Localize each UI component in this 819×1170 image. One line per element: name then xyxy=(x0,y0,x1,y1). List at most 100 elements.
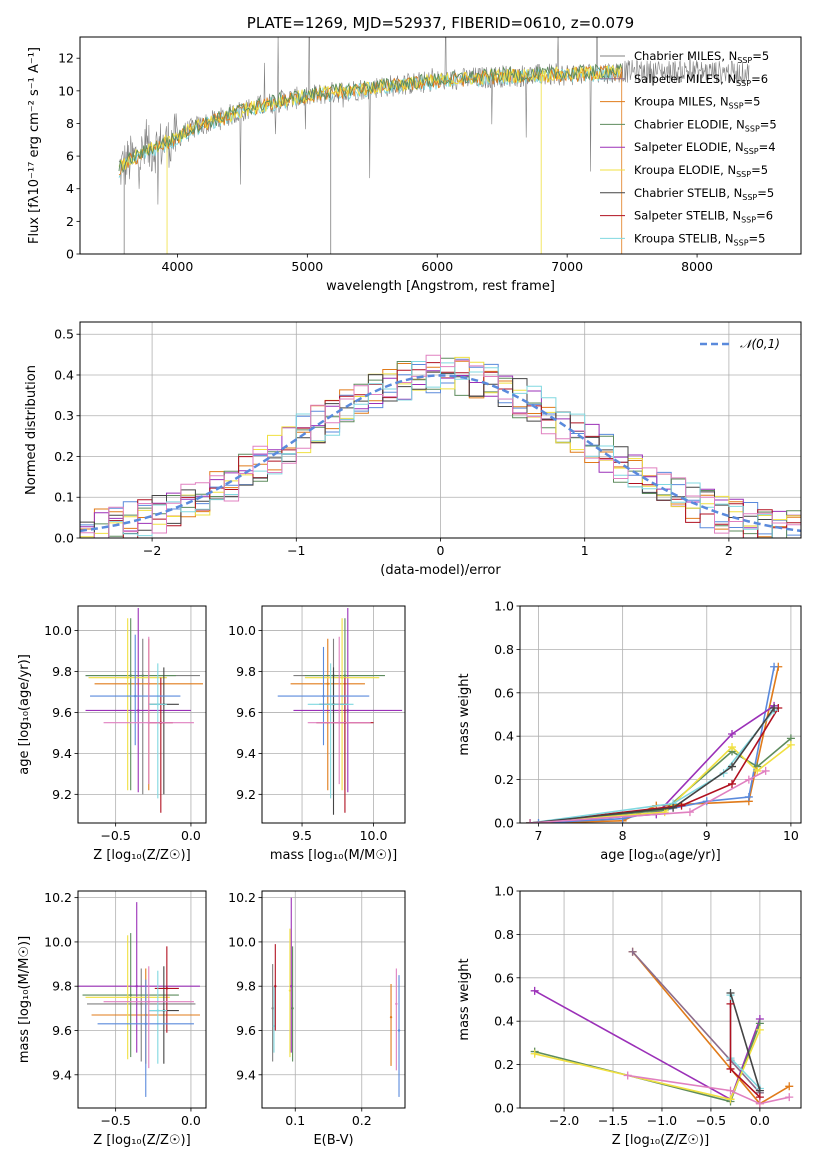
data-point xyxy=(389,1016,393,1019)
legend-value: =5 xyxy=(751,163,768,177)
x-axis-label: Z [log₁₀(Z/Z☉)] xyxy=(612,1133,709,1148)
mass-weight-vs-metallicity-panel: −2.0 −1.5 −1.0 −0.5 0.0 0.0 0.2 0.4 0.6 0.8 1.0 Z [… xyxy=(457,884,802,1148)
axes-frame xyxy=(519,605,802,824)
x-tick-label: −1 xyxy=(287,543,305,558)
legend-value: =5 xyxy=(744,95,761,109)
plus-marker xyxy=(770,703,779,712)
x-tick-label: −0.5 xyxy=(100,1113,130,1128)
mass-vs-metallicity-panel: −0.5 0.0 9.4 9.6 9.8 10.0 10.2 Z [log₁₀(Z/Z☉)] m… xyxy=(17,890,207,1148)
y-tick-label: 0.4 xyxy=(54,367,74,382)
chart-title: PLATE=1269, MJD=52937, FIBERID=0610, z=0… xyxy=(247,14,634,32)
axes-frame xyxy=(77,890,207,1109)
data-point xyxy=(135,985,138,988)
x-tick-label: 10 xyxy=(783,828,799,843)
data-point xyxy=(274,985,277,988)
mass-weight-line xyxy=(530,707,775,823)
plus-marker xyxy=(786,740,795,749)
y-tick-label: 10.0 xyxy=(228,623,256,638)
mass-weight-line xyxy=(627,1074,790,1105)
legend-entry: Chabrier STELIB, NSSP=5 xyxy=(634,186,774,202)
y-tick-label: 0.4 xyxy=(494,1014,514,1029)
x-tick-label: −2.0 xyxy=(549,1113,579,1128)
data-point xyxy=(343,674,347,677)
data-point xyxy=(147,1000,150,1003)
y-tick-label: 10.0 xyxy=(44,623,72,638)
legend-subscript: SSP xyxy=(737,56,752,65)
legend-entry: Kroupa ELODIE, NSSP=5 xyxy=(634,163,768,179)
legend-subscript: SSP xyxy=(734,238,749,247)
x-tick-label: −1.0 xyxy=(647,1113,677,1128)
x-tick-label: −1.5 xyxy=(598,1113,628,1128)
legend-value: =5 xyxy=(749,231,766,245)
data-point xyxy=(271,1007,274,1010)
y-tick-label: 12 xyxy=(58,51,74,66)
legend-label: Chabrier STELIB, N xyxy=(634,186,742,200)
mass-weight-line xyxy=(729,992,761,1091)
data-point xyxy=(156,1009,160,1012)
plot-area xyxy=(271,897,401,1097)
mass-weight-line xyxy=(530,770,767,823)
plot-area xyxy=(277,608,403,815)
plus-marker xyxy=(534,819,543,823)
x-tick-label: 8000 xyxy=(681,259,713,274)
data-point xyxy=(126,996,129,999)
legend-label: Chabrier ELODIE, N xyxy=(634,117,745,131)
axes-frame xyxy=(79,36,802,255)
legend-label: Kroupa ELODIE, N xyxy=(634,163,736,177)
gaussian-curve xyxy=(80,374,801,533)
data-point xyxy=(126,676,129,679)
plus-marker xyxy=(726,1064,735,1073)
legend-label: Salpeter STELIB, N xyxy=(634,209,741,223)
mass-vs-ebv-panel: 0.1 0.2 9.4 9.6 9.8 10.0 10.2 E(B-V) xyxy=(228,890,406,1148)
plus-marker xyxy=(728,730,737,739)
plot-area xyxy=(526,662,795,823)
data-point xyxy=(134,694,137,698)
plus-marker xyxy=(753,766,762,775)
data-point xyxy=(326,682,329,685)
data-point xyxy=(395,1002,398,1006)
axes-frame xyxy=(261,890,406,1109)
age-vs-mass-panel: 9.5 10.0 9.2 9.4 9.6 9.8 10.0 mass [log₁₀(M/M☉)… xyxy=(228,605,406,863)
plot-area xyxy=(530,947,794,1108)
axes-frame xyxy=(261,605,406,824)
x-tick-label: 7 xyxy=(535,828,543,843)
legend-entry: Salpeter STELIB, NSSP=6 xyxy=(634,209,773,225)
x-axis-label: Z [log₁₀(Z/Z☉)] xyxy=(93,1133,190,1148)
y-tick-label: 9.8 xyxy=(52,979,72,994)
x-tick-label: 0.0 xyxy=(181,1113,201,1128)
plus-marker xyxy=(785,1082,794,1091)
y-tick-label: 0.5 xyxy=(54,327,74,342)
data-point xyxy=(329,703,332,706)
x-tick-label: 0 xyxy=(437,543,445,558)
x-tick-label: −0.5 xyxy=(696,1113,726,1128)
y-tick-label: 9.2 xyxy=(236,787,256,802)
y-tick-label: 9.2 xyxy=(52,787,72,802)
legend-entry: Kroupa STELIB, NSSP=5 xyxy=(634,231,765,247)
y-tick-label: 10.0 xyxy=(44,934,72,949)
x-tick-label: 8 xyxy=(619,828,627,843)
y-tick-label: 0 xyxy=(66,247,74,262)
y-tick-label: 9.6 xyxy=(236,1023,256,1038)
x-axis-label: E(B-V) xyxy=(313,1133,353,1148)
x-axis-label: Z [log₁₀(Z/Z☉)] xyxy=(93,848,190,863)
y-tick-label: 2 xyxy=(66,214,74,229)
legend-label: Chabrier MILES, N xyxy=(634,49,737,63)
plus-marker xyxy=(785,1093,794,1102)
x-tick-label: −2 xyxy=(143,543,161,558)
x-tick-label: 9 xyxy=(703,828,711,843)
x-tick-label: 2 xyxy=(725,543,733,558)
data-point xyxy=(322,694,325,698)
y-tick-label: 0.2 xyxy=(494,1057,514,1072)
y-tick-label: 1.0 xyxy=(494,884,514,899)
y-axis-label: mass weight xyxy=(457,958,472,1040)
x-tick-label: 1 xyxy=(581,543,589,558)
y-tick-label: 1.0 xyxy=(494,599,514,614)
legend-subscript: SSP xyxy=(736,79,751,88)
y-tick-label: 10 xyxy=(58,83,74,98)
x-axis-label: (data-model)/error xyxy=(380,563,501,578)
y-tick-label: 0.6 xyxy=(494,970,514,985)
y-tick-label: 10.2 xyxy=(228,890,256,905)
y-axis-label: Flux [fλ10⁻¹⁷ erg cm⁻² s⁻¹ A⁻¹] xyxy=(27,47,42,244)
axes-frame xyxy=(77,605,207,824)
legend-subscript: SSP xyxy=(729,102,744,111)
